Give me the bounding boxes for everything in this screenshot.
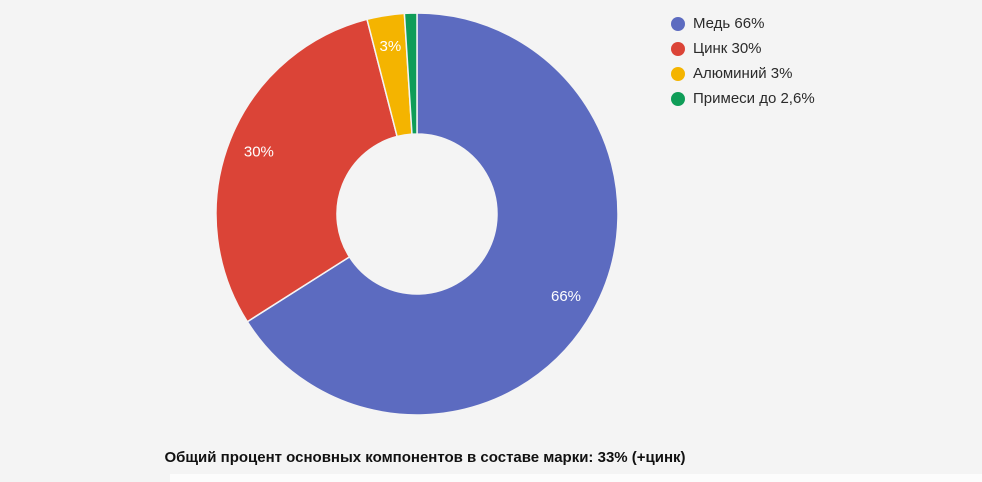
legend-item-Медь: Медь 66% — [671, 11, 815, 36]
legend-item-Примеси: Примеси до 2,6% — [671, 86, 815, 111]
legend-label: Алюминий 3% — [693, 65, 793, 82]
bottom-strip — [170, 474, 982, 482]
legend-color-dot — [671, 41, 685, 56]
legend-item-Алюминий: Алюминий 3% — [671, 61, 815, 86]
legend-color-dot — [671, 16, 685, 31]
chart-caption: Общий процент основных компонентов в сос… — [164, 449, 686, 466]
legend-label: Цинк 30% — [693, 40, 762, 57]
pie-slice-Примеси[interactable] — [403, 12, 418, 135]
legend-color-dot — [671, 66, 685, 81]
legend-label: Медь 66% — [693, 15, 765, 32]
legend: Медь 66% Цинк 30% Алюминий 3% Примеси до 2,… — [671, 11, 815, 111]
pie-slice-Медь[interactable] — [246, 12, 619, 416]
legend-label: Примеси до 2,6% — [693, 90, 815, 107]
pie-slice-Цинк[interactable] — [215, 18, 399, 323]
legend-color-dot — [671, 91, 685, 106]
legend-item-Цинк: Цинк 30% — [671, 36, 815, 61]
